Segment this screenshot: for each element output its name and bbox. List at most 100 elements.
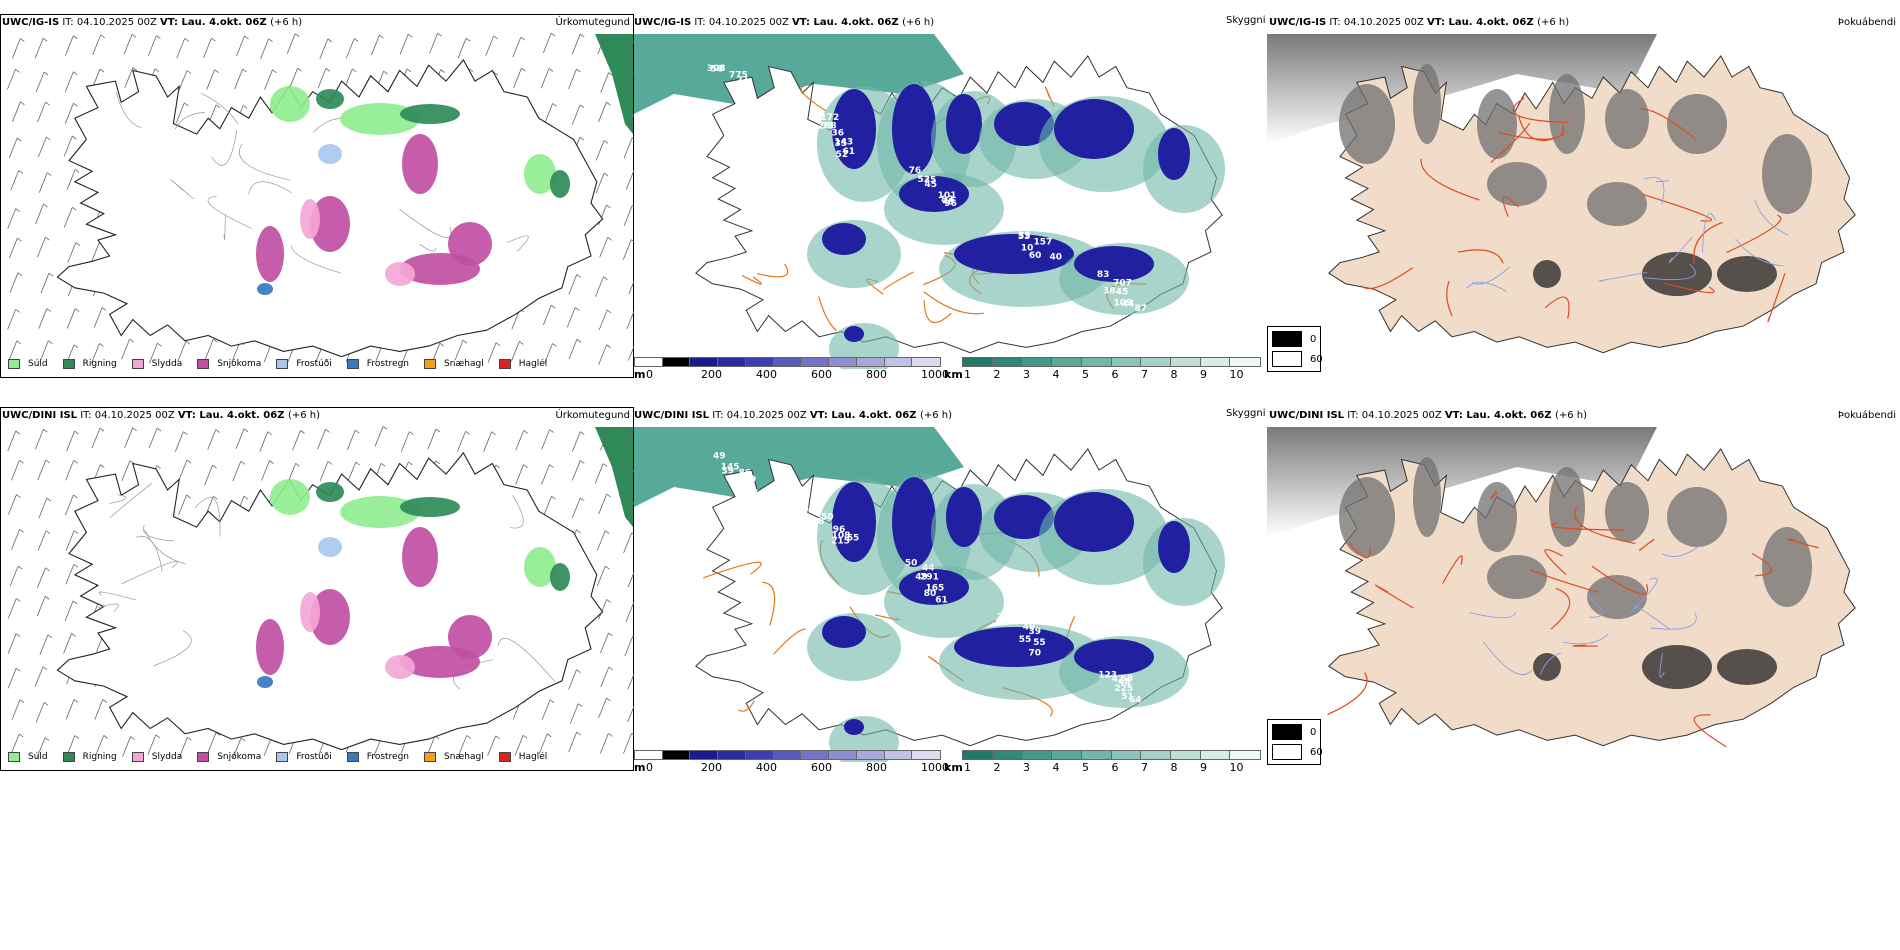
road-line	[223, 214, 226, 240]
wind-barb	[623, 137, 633, 159]
legend-item: Frostúði	[276, 359, 332, 369]
precip-area	[402, 134, 438, 194]
precip-map	[7, 32, 634, 365]
low-cloud-area	[994, 102, 1054, 146]
colorbar-tick: 7	[1141, 761, 1148, 774]
cloudbase-value-label: 119	[737, 475, 756, 485]
cloudbase-value-label: 49	[915, 572, 928, 582]
offset: (+6 h)	[270, 17, 303, 28]
river-line	[1662, 544, 1701, 557]
offset: (+6 h)	[919, 410, 952, 421]
sea-low-cloud	[634, 34, 964, 114]
wind-barb	[37, 136, 47, 158]
cloudbase-value-label: 172	[820, 113, 839, 123]
road-line	[211, 129, 238, 166]
precip-legend: Súld Rigning Slydda Snjókoma Frostúði Frostre…	[8, 359, 562, 369]
colorbar-tick: 5	[1082, 368, 1089, 381]
legend-swatch	[498, 359, 511, 369]
visibility-panel: UWC/IG-IS IT: 04.10.2025 00Z VT: Lau. 4.…	[634, 14, 1267, 384]
wind-barb	[286, 33, 296, 54]
low-cloud-area	[1074, 639, 1154, 675]
legend-swatch	[346, 752, 359, 762]
fog-area	[1413, 64, 1441, 144]
legend-label: Snjókoma	[217, 359, 262, 369]
fog-area	[1762, 134, 1812, 214]
wind-barb	[571, 33, 581, 55]
legend-swatch	[62, 359, 75, 369]
wind-barb	[623, 428, 632, 449]
wind-barb	[8, 494, 17, 515]
colorbar-tick: 5	[1082, 761, 1089, 774]
fog-area	[1605, 482, 1649, 542]
precip-area	[256, 226, 284, 282]
model-name: UWC/DINI ISL	[2, 410, 78, 421]
road-line	[1498, 125, 1564, 140]
wind-barb	[513, 68, 522, 89]
road-line	[762, 581, 776, 626]
wind-barb	[454, 340, 464, 361]
wind-barb	[568, 731, 578, 753]
road-line	[1550, 587, 1571, 630]
legend-label: Slydda	[151, 359, 183, 369]
colorbar-tick: 10	[1229, 761, 1244, 774]
river-line	[1643, 263, 1696, 280]
wind-barb	[38, 172, 48, 193]
cloudbase-value-label: 51	[1121, 692, 1134, 702]
road-line	[1490, 122, 1531, 164]
fog-area	[1339, 477, 1395, 557]
vt-label: VT:	[792, 17, 814, 28]
wind-barb	[9, 565, 19, 587]
wind-barb	[600, 632, 609, 654]
low-cloud-area	[954, 234, 1074, 274]
cloudbase-map: 4938507212314550444542393849496886962913…	[634, 427, 1225, 762]
visibility-colorbar: km 1 2 3 4 5 6 7 8 9 10	[944, 750, 1261, 776]
colorbar-segment	[1051, 357, 1083, 367]
wind-barb	[485, 35, 495, 57]
wind-barb	[40, 340, 49, 361]
legend-item: Frostúði	[276, 752, 332, 762]
wind-barb	[149, 342, 158, 364]
wind-barb	[36, 596, 46, 617]
wind-barb	[176, 38, 186, 59]
road-line	[818, 296, 837, 332]
precip-panel-frame	[0, 407, 634, 771]
wind-barb	[259, 431, 269, 452]
low-cloud-area	[1158, 128, 1190, 180]
wind-barb	[595, 140, 605, 161]
cloudbase-value-label: 145	[721, 462, 740, 472]
road-line	[1642, 193, 1713, 222]
precip-area	[340, 496, 420, 528]
low-cloud-area	[892, 84, 936, 174]
wind-barb	[427, 428, 437, 450]
wind-barb	[512, 36, 522, 58]
fog-area	[1762, 527, 1812, 607]
wind-barb	[39, 634, 49, 656]
wind-barb	[204, 464, 213, 486]
fog-legend-label: 60	[1310, 353, 1323, 365]
fog-legend-swatch	[1272, 351, 1302, 367]
road-line	[738, 700, 755, 712]
fog-area	[1667, 487, 1727, 547]
wind-barb	[457, 38, 467, 59]
wind-barb	[483, 431, 492, 452]
fog-area	[1642, 252, 1712, 296]
wind-barb	[627, 673, 634, 690]
road-line	[883, 271, 914, 291]
road-line	[1375, 584, 1414, 609]
cloudbase-value-label: 165	[926, 583, 945, 593]
wind-barb	[148, 35, 157, 56]
wind-barb	[317, 429, 326, 450]
wind-barb	[598, 493, 608, 515]
wind-barb	[399, 34, 409, 55]
colorbar-tick: 9	[1200, 761, 1207, 774]
wind-barb	[10, 733, 20, 755]
wind-barb	[37, 101, 46, 123]
colorbar-segment	[634, 357, 664, 367]
wind-barb	[204, 339, 214, 360]
colorbar-tick: 10	[1229, 368, 1244, 381]
fog-legend-label: 0	[1310, 333, 1317, 345]
fog-area	[1549, 74, 1585, 154]
wind-barb	[541, 464, 550, 485]
wind-barb	[626, 500, 634, 520]
legend-swatch	[197, 752, 210, 762]
